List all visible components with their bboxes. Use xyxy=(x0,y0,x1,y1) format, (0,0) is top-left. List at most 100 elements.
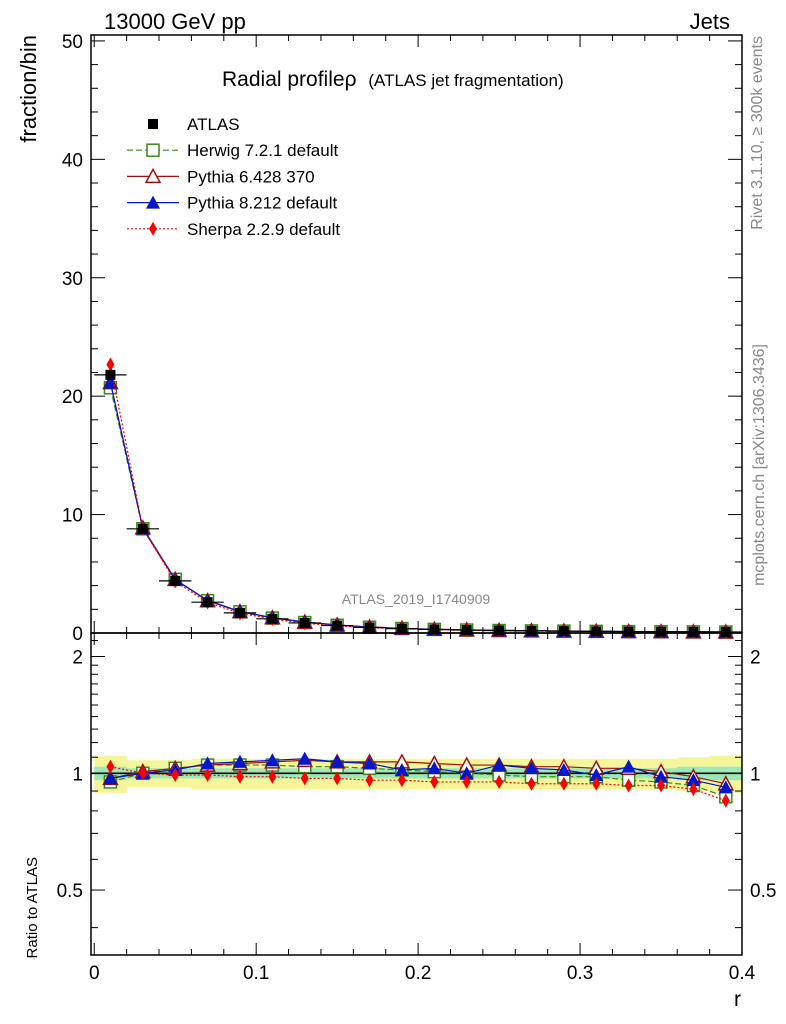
x-tick-label: 0.2 xyxy=(405,963,431,984)
ratio-point-3 xyxy=(559,776,568,791)
ratio-line-2 xyxy=(110,758,726,788)
y-tick-label: 10 xyxy=(62,506,83,527)
x-tick-label: 0.3 xyxy=(567,963,593,984)
axes-ticks xyxy=(91,35,743,955)
ratio-point-3 xyxy=(689,782,698,797)
ratio-tick-label-right: 2 xyxy=(750,648,761,669)
ratio-point-2 xyxy=(686,773,701,787)
legend: ATLAS Herwig 7.2.1 default Pythia 6.428 37… xyxy=(127,115,340,239)
tick-labels: 0 0.1 0.2 0.3 0.4 0 10 20 30 40 50 0.5 0.5 1 1 2 2 xyxy=(57,32,777,984)
ratio-point-2 xyxy=(427,761,442,775)
data-point xyxy=(267,613,278,624)
ratio-point-2 xyxy=(621,759,636,773)
data-point xyxy=(558,626,569,637)
rivet-label: Rivet 3.1.10, ≥ 300k events xyxy=(749,36,766,230)
ratio-tick-label: 0.5 xyxy=(57,881,83,902)
ratio-point-2 xyxy=(297,751,312,765)
x-tick-label: 0.4 xyxy=(729,963,756,984)
ratio-point-3 xyxy=(657,778,666,793)
y-axis-label: fraction/bin xyxy=(16,35,41,143)
data-point xyxy=(332,620,343,631)
x-tick-label: 0.1 xyxy=(243,963,269,984)
ratio-point-3 xyxy=(171,767,180,782)
data-point xyxy=(656,626,667,637)
ratio-point-2 xyxy=(265,753,280,767)
data-point xyxy=(170,575,181,586)
data-point xyxy=(299,617,310,628)
ratio-line-3 xyxy=(110,766,727,802)
y-tick-label: 50 xyxy=(62,32,83,53)
ratio-point-3 xyxy=(430,774,439,789)
ratio-point-2 xyxy=(459,766,474,780)
data-point xyxy=(688,626,699,637)
data-point xyxy=(623,626,634,637)
ratio-point-3 xyxy=(462,774,471,789)
ratio-point-2 xyxy=(492,758,507,772)
ratio-point-3 xyxy=(365,773,374,788)
main-panel-series xyxy=(94,357,742,640)
data-point xyxy=(526,625,537,636)
ratio-point-2 xyxy=(232,754,247,768)
data-point xyxy=(591,626,602,637)
ratio-point-2 xyxy=(718,780,733,794)
y-tick-label: 20 xyxy=(62,387,83,408)
legend-label-3: Pythia 8.212 default xyxy=(187,194,338,213)
x-axis-label: r xyxy=(734,988,741,1011)
ratio-point-2 xyxy=(524,761,539,775)
ratio-panel-series xyxy=(102,751,735,808)
ratio-tick-label: 1 xyxy=(72,764,83,785)
ratio-point-3 xyxy=(138,766,147,781)
y-tick-label: 40 xyxy=(62,150,83,171)
data-point xyxy=(105,369,116,380)
legend-label-0: ATLAS xyxy=(187,115,240,134)
ratio-point-3 xyxy=(106,759,115,774)
ratio-point-3 xyxy=(624,778,633,793)
ratio-point-3 xyxy=(203,767,212,782)
ratio-point-2 xyxy=(556,762,571,776)
data-point xyxy=(202,597,213,608)
legend-marker-0 xyxy=(148,119,158,129)
ratio-point-2 xyxy=(200,756,215,770)
chart-title: Radial profileρ (ATLAS jet fragmentation… xyxy=(222,68,564,91)
ratio-point-3 xyxy=(235,769,244,784)
data-point xyxy=(137,523,148,534)
ratio-point-3 xyxy=(300,771,309,786)
ratio-point-2 xyxy=(654,769,669,783)
x-tick-label: 0 xyxy=(89,963,100,984)
legend-label-2: Pythia 6.428 370 xyxy=(187,167,315,186)
ratio-axis-label: Ratio to ATLAS xyxy=(24,857,41,958)
data-point xyxy=(494,625,505,636)
legend-label-1: Herwig 7.2.1 default xyxy=(187,141,338,160)
legend-marker-1 xyxy=(146,143,160,157)
legend-marker-2 xyxy=(144,167,162,184)
data-point xyxy=(429,624,440,635)
ratio-tick-label-right: 1 xyxy=(750,764,761,785)
data-point xyxy=(364,622,375,633)
data-point xyxy=(234,607,245,618)
ratio-uncertainty-band xyxy=(91,755,742,793)
ratio-point-2 xyxy=(330,754,345,768)
ratio-point-3 xyxy=(721,793,730,808)
ratio-tick-label: 2 xyxy=(72,648,83,669)
data-point xyxy=(396,623,407,634)
data-point xyxy=(461,625,472,636)
ratio-point-3 xyxy=(527,776,536,791)
ratio-point-3 xyxy=(495,774,504,789)
category-label: Jets xyxy=(690,9,730,34)
ratio-panel-frame xyxy=(90,632,743,956)
data-point xyxy=(720,626,731,637)
y-tick-label: 30 xyxy=(62,269,83,290)
y-tick-label: 0 xyxy=(72,624,83,645)
ratio-point-3 xyxy=(333,771,342,786)
ratio-point-3 xyxy=(397,773,406,788)
ratio-point-2 xyxy=(362,756,377,770)
ratio-point-2 xyxy=(589,767,604,781)
legend-marker-3 xyxy=(146,195,160,209)
ratio-point-2 xyxy=(394,762,409,776)
ratio-tick-label-right: 0.5 xyxy=(750,881,776,902)
ratio-point-3 xyxy=(268,769,277,784)
analysis-watermark: ATLAS_2019_I1740909 xyxy=(342,591,491,607)
ratio-point-3 xyxy=(592,776,601,791)
legend-label-4: Sherpa 2.2.9 default xyxy=(187,220,340,239)
